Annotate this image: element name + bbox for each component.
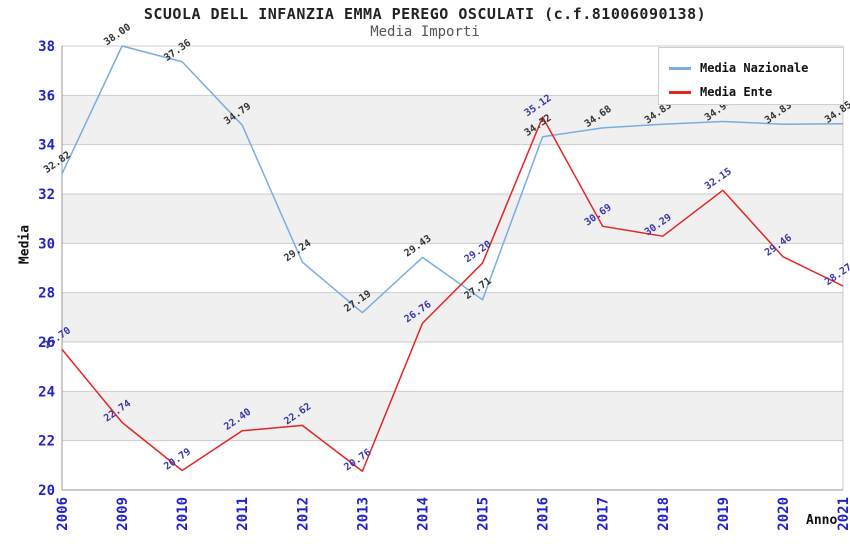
legend-label-media-ente: Media Ente [700, 85, 773, 99]
svg-text:2021: 2021 [836, 497, 850, 531]
svg-text:2016: 2016 [536, 497, 552, 531]
svg-text:2006: 2006 [55, 497, 71, 531]
svg-text:34: 34 [38, 138, 55, 154]
svg-text:24: 24 [38, 384, 55, 400]
legend: Media Nazionale Media Ente [658, 47, 844, 105]
svg-text:28: 28 [38, 286, 55, 302]
svg-text:20: 20 [38, 483, 55, 499]
svg-text:36: 36 [38, 88, 55, 104]
svg-text:32: 32 [38, 187, 55, 203]
legend-item-media-ente: Media Ente [669, 80, 843, 104]
svg-text:2009: 2009 [115, 497, 131, 531]
svg-text:2014: 2014 [415, 497, 431, 531]
svg-text:2015: 2015 [476, 497, 492, 531]
svg-text:2018: 2018 [656, 497, 672, 531]
svg-text:22: 22 [38, 434, 55, 450]
media-nazionale-line-marker-icon [669, 66, 691, 70]
y-axis-title: Media [17, 224, 33, 265]
svg-text:2011: 2011 [235, 497, 251, 531]
legend-label-media-nazionale: Media Nazionale [700, 61, 809, 75]
x-axis-title: Anno [806, 513, 838, 528]
svg-text:2010: 2010 [175, 497, 191, 531]
chart-subtitle: Media Importi [370, 24, 480, 40]
svg-text:30: 30 [38, 236, 55, 252]
legend-item-media-nazionale: Media Nazionale [669, 56, 843, 80]
svg-text:2019: 2019 [716, 497, 732, 531]
svg-text:38.00: 38.00 [102, 22, 133, 48]
svg-text:26: 26 [38, 335, 55, 351]
svg-text:38: 38 [38, 39, 55, 55]
chart-title: SCUOLA DELL INFANZIA EMMA PEREGO OSCULAT… [143, 5, 707, 23]
svg-text:2020: 2020 [776, 497, 792, 531]
svg-text:2013: 2013 [355, 497, 371, 531]
svg-text:2012: 2012 [295, 497, 311, 531]
svg-text:2017: 2017 [596, 497, 612, 531]
media-ente-line-marker-icon [669, 90, 691, 94]
